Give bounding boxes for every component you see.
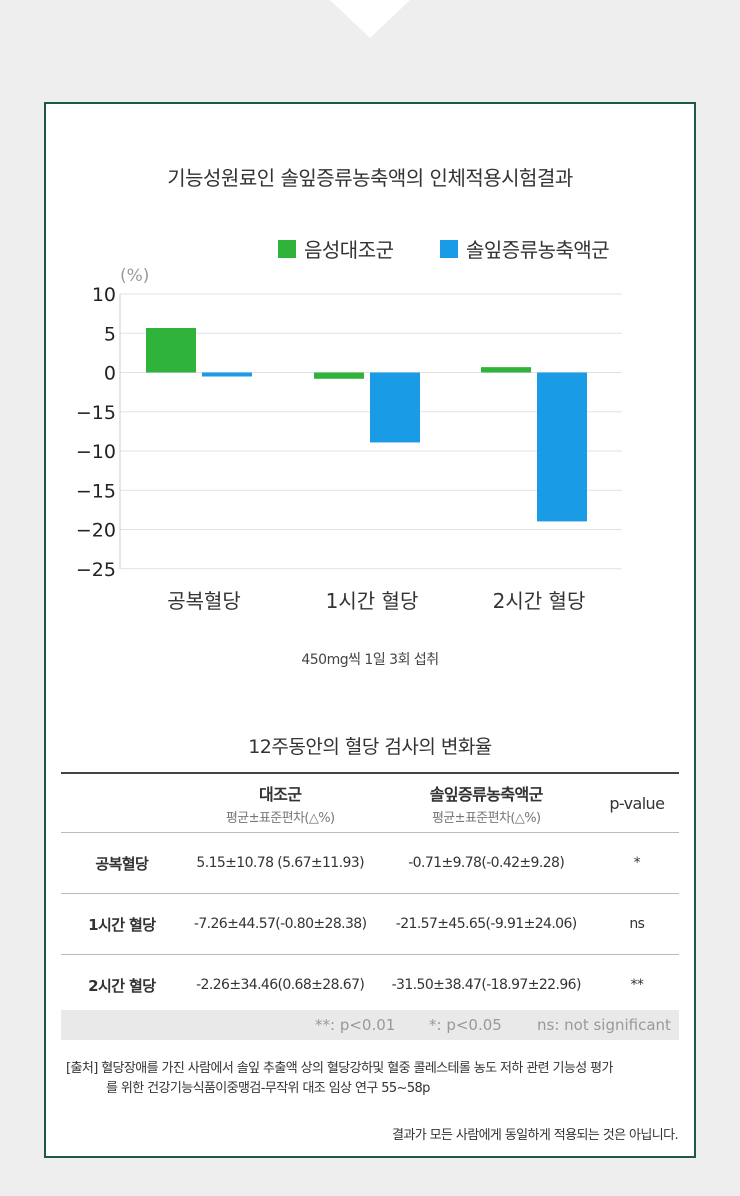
legend-label-treatment: 솔잎증류농축액군	[466, 238, 610, 262]
header-control-main: 대조군	[258, 784, 302, 804]
cell-pvalue: ns	[594, 893, 679, 955]
x-category-label: 1시간 혈당	[326, 589, 419, 613]
legend-swatch-control	[278, 239, 296, 258]
y-tick-label: 5	[104, 323, 116, 345]
header-treatment: 솔잎증류농축액군 평균±표준편차(△%)	[377, 773, 595, 833]
y-tick-label: −10	[76, 441, 116, 463]
bar-treatment	[537, 372, 587, 522]
y-tick-label: −15	[76, 480, 116, 502]
header-pvalue: p-value	[594, 773, 679, 833]
x-category-label: 2시간 혈당	[493, 589, 586, 613]
cell-treatment: -0.71±9.78(-0.42±9.28)	[377, 832, 595, 894]
table-row: 공복혈당 5.15±10.78 (5.67±11.93) -0.71±9.78(…	[61, 832, 679, 894]
y-tick-label: −20	[76, 520, 116, 542]
table-title: 12주동안의 혈당 검사의 변화율	[248, 736, 492, 758]
table-row: 2시간 혈당 -2.26±34.46(0.68±28.67) -31.50±38…	[61, 954, 679, 1017]
header-treatment-main: 솔잎증류농축액군	[429, 784, 544, 804]
x-category-label: 공복혈당	[167, 589, 241, 613]
bar-control	[314, 372, 364, 379]
header-blank	[61, 773, 183, 833]
bar-treatment	[202, 372, 252, 377]
bar-control	[481, 367, 531, 373]
cell-treatment: -31.50±38.47(-18.97±22.96)	[377, 954, 595, 1017]
y-tick-label: 10	[92, 284, 116, 306]
results-table: 대조군 평균±표준편차(△%) 솔잎증류농축액군 평균±표준편차(△%) p-v…	[61, 772, 679, 1017]
cell-treatment: -21.57±45.65(-9.91±24.06)	[377, 893, 595, 955]
source-line-1: [출처] 혈당장애를 가진 사람에서 솔잎 추출액 상의 혈당강하및 혈중 콜레…	[66, 1061, 613, 1076]
result-card: 기능성원료인 솔잎증류농축액의 인체적용시험결과 음성대조군 솔잎증류농축액군 …	[44, 102, 696, 1158]
significance-legend: **: p<0.01 *: p<0.05 ns: not significant	[61, 1010, 679, 1040]
legend-label-control: 음성대조군	[304, 238, 394, 262]
row-label: 2시간 혈당	[61, 954, 183, 1017]
chart-title: 기능성원료인 솔잎증류농축액의 인체적용시험결과	[167, 166, 573, 190]
header-control: 대조군 평균±표준편차(△%)	[182, 773, 378, 833]
sig-p005: *: p<0.05	[429, 1016, 502, 1034]
sig-ns: ns: not significant	[537, 1016, 671, 1034]
top-notch	[330, 0, 410, 38]
sig-p001: **: p<0.01	[315, 1016, 396, 1034]
table-header-row: 대조군 평균±표준편차(△%) 솔잎증류농축액군 평균±표준편차(△%) p-v…	[61, 773, 679, 833]
disclaimer: 결과가 모든 사람에게 동일하게 적용되는 것은 아닙니다.	[391, 1128, 679, 1143]
y-tick-label: −25	[76, 559, 116, 581]
cell-pvalue: **	[594, 954, 679, 1017]
table-row: 1시간 혈당 -7.26±44.57(-0.80±28.38) -21.57±4…	[61, 893, 679, 955]
y-axis-unit: (%)	[120, 266, 149, 286]
legend-item-control: 음성대조군	[278, 234, 394, 263]
legend-item-treatment: 솔잎증류농축액군	[440, 234, 610, 263]
bar-chart: (%)10 5 0 −15 −10 −15 −20 −25 공복혈당 1시간 혈당 2시간 혈당	[76, 266, 622, 613]
cell-pvalue: *	[594, 832, 679, 894]
header-control-sub: 평균±표준편차(△%)	[225, 810, 335, 826]
row-label: 1시간 혈당	[61, 893, 183, 955]
cell-control: 5.15±10.78 (5.67±11.93)	[182, 832, 378, 894]
cell-control: -7.26±44.57(-0.80±28.38)	[182, 893, 378, 955]
header-treatment-sub: 평균±표준편차(△%)	[431, 810, 541, 826]
row-label: 공복혈당	[61, 832, 183, 894]
legend-swatch-treatment	[440, 239, 458, 258]
chart-legend: 음성대조군 솔잎증류농축액군	[46, 234, 694, 263]
source-line-2: 를 위한 건강기능식품이중맹검-무작위 대조 임상 연구 55~58p	[106, 1081, 430, 1096]
bar-control	[146, 327, 196, 373]
y-tick-label: 0	[104, 363, 116, 385]
source-citation: [출처] 혈당장애를 가진 사람에서 솔잎 추출액 상의 혈당강하및 혈중 콜레…	[66, 1059, 678, 1099]
dosage-note: 450mg씩 1일 3회 섭취	[301, 652, 439, 668]
y-tick-label: −15	[76, 402, 116, 424]
cell-control: -2.26±34.46(0.68±28.67)	[182, 954, 378, 1017]
bar-treatment	[370, 372, 420, 443]
